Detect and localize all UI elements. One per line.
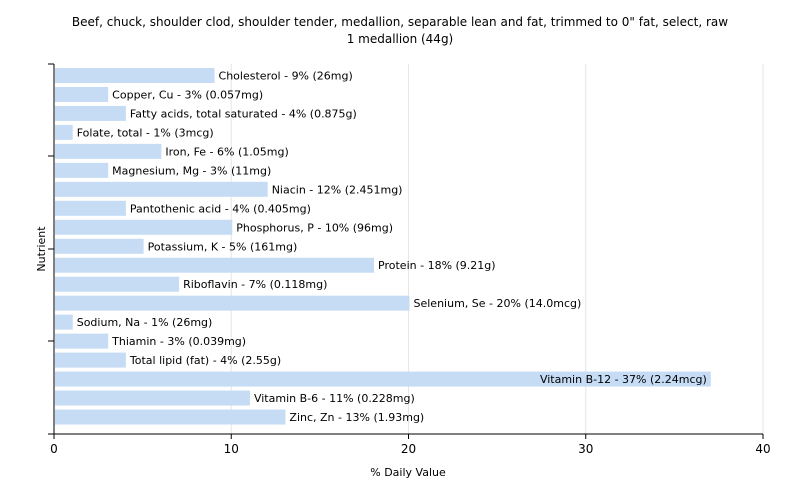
bar-label-10: Protein - 18% (9.21g) (378, 259, 496, 272)
chart-title: Beef, chuck, shoulder clod, shoulder ten… (71, 15, 729, 29)
bar-6 (55, 181, 268, 197)
chart-subtitle: 1 medallion (44g) (346, 32, 454, 46)
bar-label-6: Niacin - 12% (2.451mg) (272, 183, 403, 196)
x-tick-label-2: 20 (401, 442, 416, 456)
bar-label-17: Vitamin B-6 - 11% (0.228mg) (254, 392, 415, 405)
bar-2 (55, 105, 126, 121)
bar-series: Cholesterol - 9% (26mg) Copper, Cu - 3% (… (55, 67, 711, 425)
bar-label-2: Fatty acids, total saturated - 4% (0.875… (130, 107, 357, 120)
x-tick-label-3: 30 (578, 442, 593, 456)
bar-16 (55, 371, 711, 387)
bar-8 (55, 219, 233, 235)
bar-4 (55, 143, 162, 159)
bar-7 (55, 200, 126, 216)
bar-12 (55, 295, 410, 311)
bar-9 (55, 238, 144, 254)
x-axis-title: % Daily Value (370, 466, 446, 479)
x-tick-label-0: 0 (50, 442, 58, 456)
bar-label-7: Pantothenic acid - 4% (0.405mg) (130, 202, 311, 215)
bar-label-3: Folate, total - 1% (3mcg) (77, 126, 214, 139)
bar-13 (55, 314, 73, 330)
bar-label-9: Potassium, K - 5% (161mg) (148, 240, 298, 253)
bar-label-1: Copper, Cu - 3% (0.057mg) (112, 88, 263, 101)
bar-0 (55, 67, 215, 83)
bar-label-4: Iron, Fe - 6% (1.05mg) (165, 145, 288, 158)
bar-label-13: Sodium, Na - 1% (26mg) (77, 316, 213, 329)
bar-1 (55, 86, 109, 102)
bar-15 (55, 352, 126, 368)
y-axis-title: Nutrient (35, 226, 48, 272)
bar-3 (55, 124, 73, 140)
bar-label-5: Magnesium, Mg - 3% (11mg) (112, 164, 271, 177)
bar-11 (55, 276, 180, 292)
bar-label-8: Phosphorus, P - 10% (96mg) (236, 221, 393, 234)
bar-label-16: Vitamin B-12 - 37% (2.24mcg) (540, 373, 707, 386)
axes: 0 10 20 30 40 (48, 63, 771, 456)
bar-label-14: Thiamin - 3% (0.039mg) (111, 335, 246, 348)
bar-5 (55, 162, 109, 178)
bar-label-11: Riboflavin - 7% (0.118mg) (183, 278, 327, 291)
x-tick-label-1: 10 (224, 442, 239, 456)
bar-14 (55, 333, 109, 349)
bar-label-18: Zinc, Zn - 13% (1.93mg) (289, 411, 424, 424)
x-tick-label-4: 40 (755, 442, 770, 456)
bar-18 (55, 409, 286, 425)
chart-title-block: Beef, chuck, shoulder clod, shoulder ten… (0, 14, 800, 48)
bar-17 (55, 390, 250, 406)
bar-label-12: Selenium, Se - 20% (14.0mcg) (414, 297, 582, 310)
bar-label-0: Cholesterol - 9% (26mg) (219, 69, 353, 82)
bar-label-15: Total lipid (fat) - 4% (2.55g) (129, 354, 281, 367)
bar-10 (55, 257, 375, 273)
